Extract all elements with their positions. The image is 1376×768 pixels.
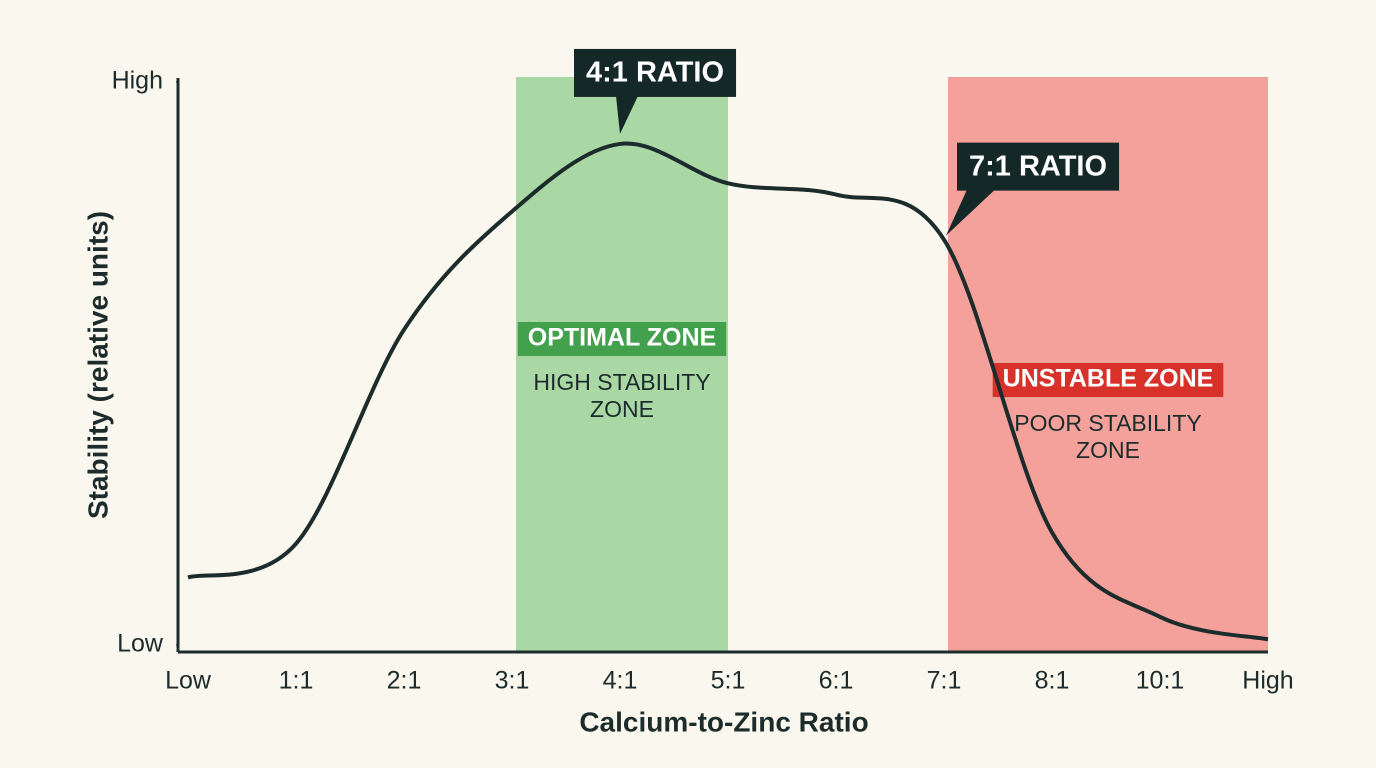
zone-label-bg [992,363,1224,397]
x-tick-label: 5:1 [711,667,746,695]
x-axis-title: Calcium-to-Zinc Ratio [579,706,868,737]
y-tick-label: Low [117,630,164,658]
zone-note: HIGH STABILITY [533,369,710,395]
x-tick-label: 1:1 [279,667,314,695]
zone-label: UNSTABLE ZONE [1003,365,1214,393]
stability-curve [187,141,1269,642]
callout-text: 4:1 RATIO [586,57,724,89]
x-tick-label: 2:1 [387,667,422,695]
callout-pointer [616,95,638,134]
zone-note: POOR STABILITY [1014,410,1201,436]
x-tick-label: 6:1 [819,667,854,695]
zone-note: ZONE [1076,437,1140,463]
x-tick-label: 3:1 [495,667,530,695]
y-axis-title: Stability (relative units) [82,211,113,519]
callout-pointer [946,189,995,236]
x-tick-label: 4:1 [603,667,638,695]
x-tick-label: 7:1 [927,667,962,695]
x-tick-label: 10:1 [1136,667,1185,695]
zone-label-bg [517,322,727,356]
callout-text: 7:1 RATIO [969,150,1107,182]
zone-label: OPTIMAL ZONE [528,324,716,352]
callout: 4:1 RATIO [574,48,737,134]
x-tick-label: 8:1 [1035,667,1070,695]
y-tick-label: High [112,67,163,95]
x-tick-label: Low [165,667,212,695]
callout-box [574,48,737,97]
x-tick-label: High [1242,667,1293,695]
callout: 7:1 RATIO [946,142,1120,236]
zone-note: ZONE [590,396,654,422]
callout-box [957,142,1120,191]
zone-band [516,77,728,652]
